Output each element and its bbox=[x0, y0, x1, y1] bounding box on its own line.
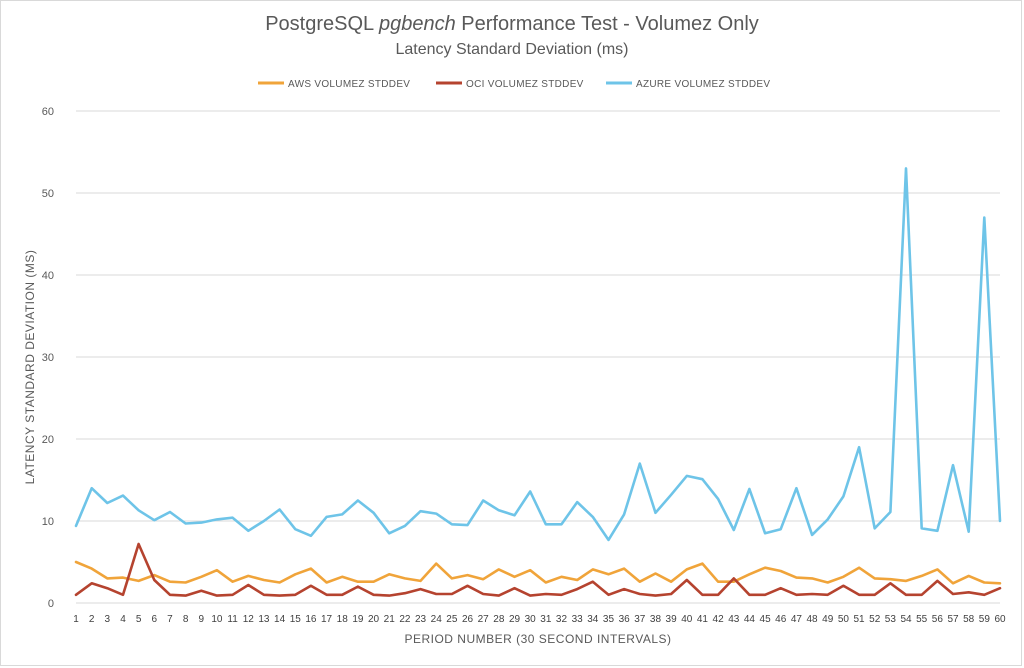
x-tick-label: 5 bbox=[136, 614, 142, 625]
x-tick-label: 42 bbox=[713, 614, 725, 625]
y-tick-label: 60 bbox=[42, 106, 54, 118]
y-tick-label: 40 bbox=[42, 270, 54, 282]
x-tick-label: 28 bbox=[493, 614, 505, 625]
chart-title: PostgreSQL pgbench Performance Test - Vo… bbox=[265, 13, 759, 35]
x-tick-label: 31 bbox=[540, 614, 552, 625]
chart-subtitle: Latency Standard Deviation (ms) bbox=[396, 41, 629, 58]
x-tick-label: 40 bbox=[681, 614, 693, 625]
x-tick-label: 17 bbox=[321, 614, 333, 625]
legend-label: AZURE VOLUMEZ STDDEV bbox=[636, 79, 770, 90]
chart-title-part: Performance Test - Volumez Only bbox=[456, 13, 759, 35]
y-tick-label: 20 bbox=[42, 434, 54, 446]
x-tick-label: 9 bbox=[199, 614, 205, 625]
x-tick-label: 38 bbox=[650, 614, 662, 625]
x-tick-label: 16 bbox=[305, 614, 317, 625]
x-tick-label: 35 bbox=[603, 614, 615, 625]
x-tick-label: 37 bbox=[634, 614, 646, 625]
x-tick-label: 58 bbox=[963, 614, 975, 625]
series-line bbox=[74, 542, 1002, 597]
x-tick-label: 6 bbox=[152, 614, 158, 625]
x-tick-label: 13 bbox=[258, 614, 270, 625]
x-tick-label: 49 bbox=[822, 614, 834, 625]
x-axis-ticks: 1 2 3 4 5 6 7 8 9 10 11 12 13 14 15 16 17 18 19 20 21 22 23 24 2… bbox=[73, 614, 1006, 625]
x-tick-label: 7 bbox=[167, 614, 173, 625]
x-tick-label: 24 bbox=[431, 614, 443, 625]
y-axis-label: LATENCY STANDARD DEVIATION (MS) bbox=[23, 250, 37, 485]
y-tick-label: 10 bbox=[42, 516, 54, 528]
x-tick-label: 54 bbox=[900, 614, 912, 625]
x-tick-label: 4 bbox=[120, 614, 126, 625]
y-tick-label: 50 bbox=[42, 188, 54, 200]
x-tick-label: 53 bbox=[885, 614, 897, 625]
x-tick-label: 22 bbox=[399, 614, 411, 625]
x-tick-label: 46 bbox=[775, 614, 787, 625]
x-tick-label: 33 bbox=[572, 614, 584, 625]
x-tick-label: 45 bbox=[760, 614, 772, 625]
x-tick-label: 55 bbox=[916, 614, 928, 625]
x-tick-label: 21 bbox=[384, 614, 396, 625]
x-tick-label: 51 bbox=[853, 614, 865, 625]
x-tick-label: 1 bbox=[73, 614, 79, 625]
x-tick-label: 27 bbox=[478, 614, 490, 625]
chart-title-part: PostgreSQL bbox=[265, 13, 379, 35]
x-tick-label: 10 bbox=[211, 614, 223, 625]
x-tick-label: 34 bbox=[587, 614, 599, 625]
x-tick-label: 32 bbox=[556, 614, 568, 625]
x-tick-label: 29 bbox=[509, 614, 521, 625]
x-tick-label: 47 bbox=[791, 614, 803, 625]
x-tick-label: 36 bbox=[619, 614, 631, 625]
x-tick-label: 20 bbox=[368, 614, 380, 625]
x-tick-label: 26 bbox=[462, 614, 474, 625]
x-tick-label: 43 bbox=[728, 614, 740, 625]
x-tick-label: 18 bbox=[337, 614, 349, 625]
x-tick-label: 41 bbox=[697, 614, 709, 625]
series-line bbox=[74, 167, 1002, 542]
x-tick-label: 15 bbox=[290, 614, 302, 625]
x-tick-label: 39 bbox=[666, 614, 678, 625]
x-tick-label: 23 bbox=[415, 614, 427, 625]
y-tick-label: 30 bbox=[42, 352, 54, 364]
x-tick-label: 8 bbox=[183, 614, 189, 625]
x-tick-label: 14 bbox=[274, 614, 286, 625]
x-tick-label: 2 bbox=[89, 614, 95, 625]
legend-label: OCI VOLUMEZ STDDEV bbox=[466, 79, 584, 90]
x-tick-label: 19 bbox=[352, 614, 364, 625]
x-tick-label: 56 bbox=[932, 614, 944, 625]
x-tick-label: 57 bbox=[947, 614, 959, 625]
x-tick-label: 59 bbox=[979, 614, 991, 625]
y-tick-label: 0 bbox=[48, 598, 54, 610]
y-axis-ticks: 0 10 20 30 40 50 60 bbox=[42, 106, 54, 610]
x-tick-label: 60 bbox=[994, 614, 1006, 625]
x-tick-label: 3 bbox=[105, 614, 111, 625]
legend: AWS VOLUMEZ STDDEV OCI VOLUMEZ STDDEV AZUR… bbox=[258, 79, 770, 90]
x-tick-label: 12 bbox=[243, 614, 255, 625]
legend-label: AWS VOLUMEZ STDDEV bbox=[288, 79, 410, 90]
x-tick-label: 44 bbox=[744, 614, 756, 625]
gridlines bbox=[76, 110, 1000, 604]
series-lines bbox=[74, 167, 1002, 597]
x-tick-label: 52 bbox=[869, 614, 881, 625]
x-axis-label: PERIOD NUMBER (30 SECOND INTERVALS) bbox=[404, 632, 671, 646]
x-tick-label: 50 bbox=[838, 614, 850, 625]
x-tick-label: 30 bbox=[525, 614, 537, 625]
chart-title-part: pgbench bbox=[378, 13, 456, 35]
x-tick-label: 25 bbox=[446, 614, 458, 625]
x-tick-label: 48 bbox=[807, 614, 819, 625]
x-tick-label: 11 bbox=[227, 614, 238, 625]
series-line bbox=[74, 560, 1002, 585]
